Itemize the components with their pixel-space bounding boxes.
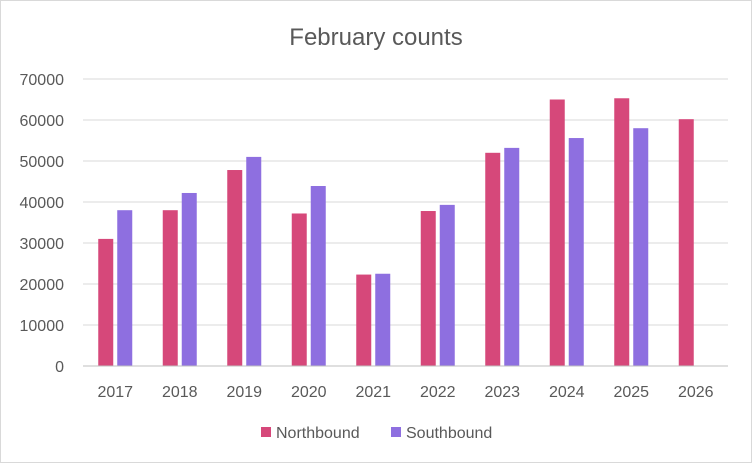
bar-southbound-2024 bbox=[568, 138, 584, 366]
x-tick-label: 2026 bbox=[678, 384, 714, 401]
x-tick-label: 2019 bbox=[226, 384, 262, 401]
y-tick-label: 0 bbox=[55, 359, 64, 376]
y-tick-label: 70000 bbox=[20, 72, 65, 89]
bars bbox=[98, 98, 694, 367]
bar-northbound-2024 bbox=[549, 99, 565, 366]
bar-northbound-2025 bbox=[614, 98, 630, 367]
x-tick-label: 2022 bbox=[420, 384, 456, 401]
bar-northbound-2021 bbox=[356, 274, 372, 366]
legend-swatch-northbound bbox=[261, 427, 271, 437]
bar-southbound-2017 bbox=[117, 210, 133, 366]
legend-label-southbound: Southbound bbox=[406, 425, 492, 442]
bar-southbound-2019 bbox=[246, 156, 262, 366]
x-tick-label: 2025 bbox=[613, 384, 649, 401]
x-tick-label: 2017 bbox=[97, 384, 133, 401]
y-tick-label: 10000 bbox=[20, 318, 65, 335]
x-tick-label: 2023 bbox=[484, 384, 520, 401]
bar-northbound-2017 bbox=[98, 238, 114, 366]
x-tick-label: 2020 bbox=[291, 384, 327, 401]
bar-northbound-2020 bbox=[291, 213, 307, 366]
bar-southbound-2022 bbox=[439, 204, 455, 366]
x-tick-label: 2021 bbox=[355, 384, 391, 401]
x-tick-label: 2018 bbox=[162, 384, 198, 401]
y-axis: 0 10000 20000 30000 40000 50000 60000 70000 bbox=[20, 72, 65, 376]
bar-southbound-2021 bbox=[375, 273, 391, 366]
chart-title: February counts bbox=[289, 24, 462, 51]
bar-northbound-2019 bbox=[227, 170, 243, 366]
bar-northbound-2023 bbox=[485, 152, 501, 366]
y-tick-label: 50000 bbox=[20, 154, 65, 171]
y-tick-label: 20000 bbox=[20, 277, 65, 294]
x-axis: 2017 2018 2019 2020 2021 2022 2023 2024 2025 2026 bbox=[83, 365, 728, 401]
bar-southbound-2025 bbox=[633, 128, 649, 366]
legend-swatch-southbound bbox=[391, 427, 401, 437]
y-tick-label: 60000 bbox=[20, 113, 65, 130]
gridlines bbox=[83, 78, 728, 326]
legend-label-northbound: Northbound bbox=[276, 425, 360, 442]
legend: Northbound Southbound bbox=[261, 425, 492, 442]
bar-northbound-2018 bbox=[162, 210, 178, 366]
bar-southbound-2023 bbox=[504, 147, 520, 366]
bar-southbound-2018 bbox=[181, 192, 197, 366]
x-tick-label: 2024 bbox=[549, 384, 585, 401]
y-tick-label: 40000 bbox=[20, 195, 65, 212]
y-tick-label: 30000 bbox=[20, 236, 65, 253]
bar-northbound-2022 bbox=[420, 211, 436, 366]
bar-northbound-2026 bbox=[678, 119, 694, 367]
bar-southbound-2020 bbox=[310, 186, 326, 366]
